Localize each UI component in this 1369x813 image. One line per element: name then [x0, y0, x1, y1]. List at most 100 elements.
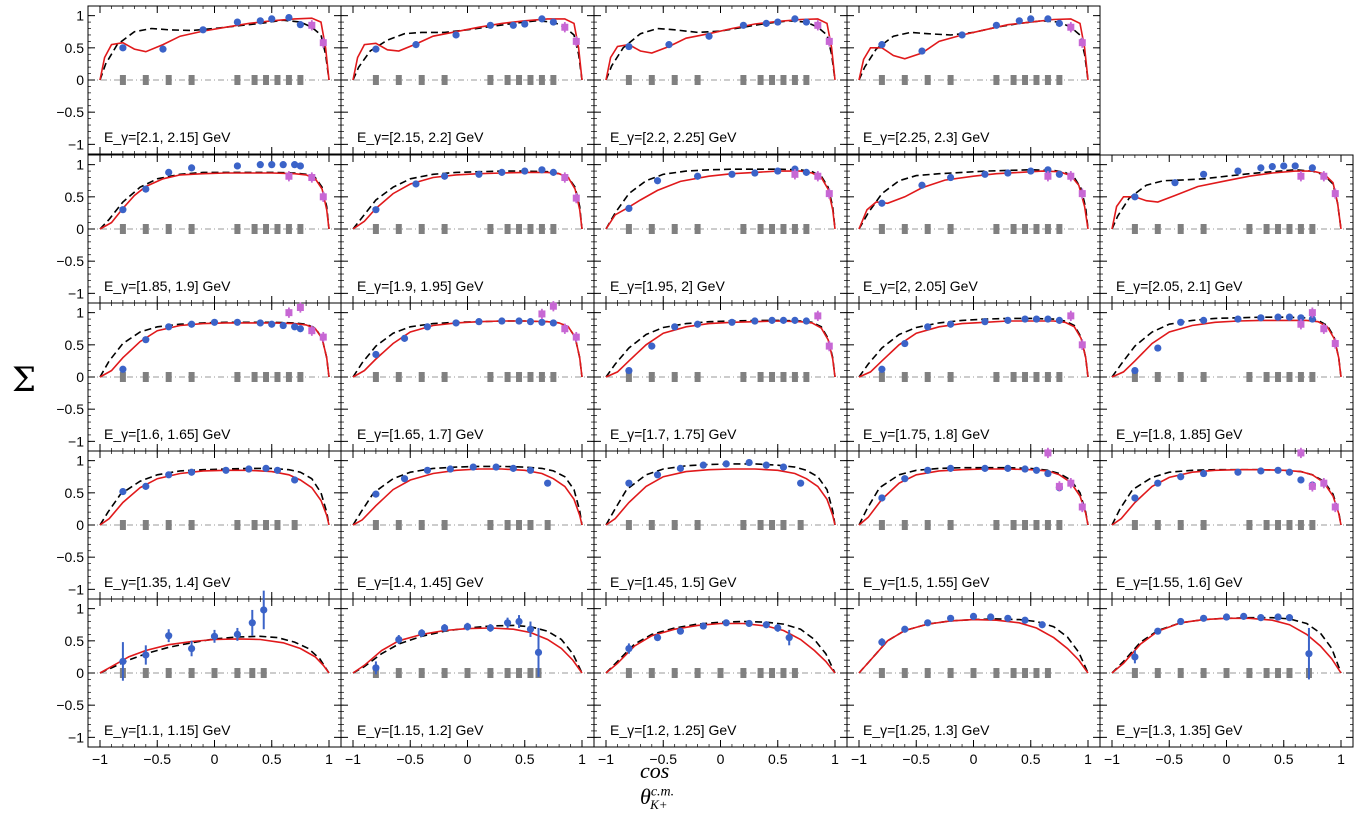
data-point-magenta: [1067, 312, 1075, 320]
data-point-blue: [774, 18, 782, 26]
systematic-bar: [1246, 224, 1253, 234]
data-point-blue: [119, 365, 127, 373]
data-point-blue: [745, 619, 753, 628]
systematic-bar: [1033, 372, 1040, 382]
systematic-bar: [274, 520, 281, 530]
data-point-blue: [745, 458, 753, 467]
data-point-blue: [1234, 468, 1242, 476]
systematic-bar: [142, 520, 149, 530]
data-point-blue: [1171, 179, 1179, 187]
data-point-blue: [119, 206, 127, 214]
data-point-magenta: [1044, 172, 1052, 180]
systematic-bar: [1154, 372, 1161, 382]
data-point-magenta: [814, 172, 822, 180]
systematic-bar: [1154, 520, 1161, 530]
model-curve-black: [1111, 468, 1342, 526]
model-curve-red: [99, 17, 330, 81]
systematic-bar: [1056, 372, 1063, 382]
data-point-blue: [452, 319, 460, 327]
systematic-bar: [780, 224, 787, 234]
data-point-blue: [475, 318, 483, 326]
data-point-magenta: [538, 310, 546, 318]
data-point-blue: [1234, 315, 1242, 323]
systematic-bar: [504, 372, 511, 382]
data-point-blue: [538, 318, 546, 326]
data-point-magenta: [1297, 449, 1305, 457]
data-point-blue: [498, 168, 506, 176]
systematic-bar: [625, 75, 632, 85]
systematic-bar: [757, 75, 764, 85]
systematic-bar: [648, 372, 655, 382]
panel-17: E_γ=[1.5, 1.55] GeV: [846, 447, 1101, 600]
systematic-bar: [516, 372, 523, 382]
panel-label: E_γ=[1.9, 1.95] GeV: [357, 278, 484, 294]
systematic-bar: [1010, 224, 1017, 234]
systematic-bar: [1286, 224, 1293, 234]
model-curve-red: [858, 468, 1089, 526]
data-point-magenta: [791, 170, 799, 178]
systematic-bar: [1177, 372, 1184, 382]
data-point-blue: [296, 325, 304, 333]
systematic-bar: [671, 224, 678, 234]
data-point-magenta: [814, 21, 822, 29]
data-point-magenta: [1067, 172, 1075, 180]
systematic-bar: [694, 224, 701, 234]
systematic-bar: [285, 75, 292, 85]
data-point-blue: [918, 47, 926, 55]
data-point-blue: [1027, 167, 1035, 175]
data-point-blue: [1038, 621, 1046, 629]
data-point-blue: [486, 21, 494, 29]
systematic-bar: [234, 372, 241, 382]
systematic-bar: [372, 372, 379, 382]
systematic-bar: [924, 75, 931, 85]
systematic-bar: [516, 668, 523, 678]
data-point-blue: [901, 625, 909, 633]
systematic-bar: [924, 520, 931, 530]
data-point-blue: [1032, 315, 1041, 323]
systematic-bar: [372, 224, 379, 234]
data-point-blue: [878, 638, 886, 646]
systematic-bar: [993, 75, 1000, 85]
systematic-bar: [791, 372, 798, 382]
data-point-blue: [142, 336, 150, 344]
data-point-blue: [256, 319, 264, 327]
y-tick-label: −0.5: [56, 253, 84, 269]
systematic-bar: [527, 224, 534, 234]
data-point-blue: [1131, 494, 1139, 502]
systematic-bar: [947, 75, 954, 85]
systematic-bar: [901, 75, 908, 85]
systematic-bar: [527, 75, 534, 85]
data-point-blue: [981, 464, 989, 472]
data-point-magenta: [1067, 23, 1075, 31]
systematic-bar: [372, 520, 379, 530]
systematic-bar: [1154, 668, 1161, 678]
data-point-blue: [1021, 465, 1029, 473]
data-point-blue: [159, 45, 167, 53]
systematic-bar: [1177, 224, 1184, 234]
data-point-blue: [762, 621, 770, 629]
systematic-bar: [1131, 372, 1138, 382]
systematic-bar: [1246, 668, 1253, 678]
panel-label: E_γ=[1.95, 2] GeV: [610, 278, 725, 294]
data-point-blue: [1200, 316, 1208, 324]
data-point-blue: [785, 634, 793, 642]
model-curve-red: [605, 622, 836, 674]
panel-label: E_γ=[1.45, 1.5] GeV: [610, 574, 737, 590]
systematic-bar: [234, 668, 241, 678]
data-point-blue: [165, 168, 173, 176]
data-point-blue: [441, 624, 449, 632]
panel-label: E_γ=[1.15, 1.2] GeV: [357, 722, 484, 738]
data-point-blue: [165, 471, 173, 479]
x-tick-label: 0.5: [768, 751, 788, 767]
systematic-bar: [1010, 372, 1017, 382]
systematic-bar: [487, 372, 494, 382]
model-curve-red: [858, 320, 1089, 378]
y-tick-label: 1: [76, 305, 84, 321]
systematic-bar: [395, 520, 402, 530]
systematic-bar: [441, 668, 448, 678]
systematic-bar: [538, 372, 545, 382]
model-curve-red: [99, 322, 330, 378]
data-point-blue: [987, 613, 995, 621]
model-curve-black: [605, 319, 836, 378]
data-point-blue: [423, 466, 432, 474]
